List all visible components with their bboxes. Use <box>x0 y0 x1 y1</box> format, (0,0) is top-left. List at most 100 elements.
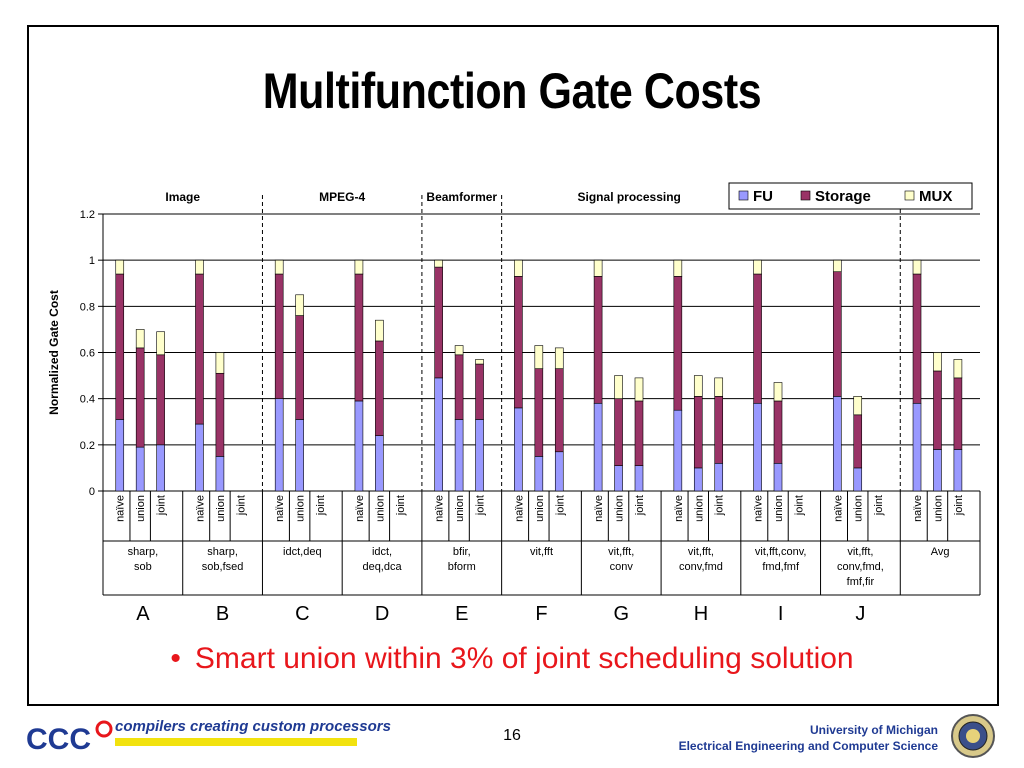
bar-category-label: naïve <box>673 495 685 522</box>
bullet-marker: • <box>170 642 181 675</box>
bar-category-label: union <box>215 495 227 522</box>
benchmark-label: vit,fft <box>530 546 553 558</box>
bar-segment-mux <box>514 259 523 277</box>
chart-plot-area: 0 0.2 0.4 0.6 0.8 1 1.2 Normalized Gate Cost naï… <box>47 182 981 625</box>
ccc-logo-swirl-icon <box>95 720 113 738</box>
bar-segment-storage <box>693 396 703 469</box>
bar-category-label: union <box>135 495 147 522</box>
bar-category-label: naïve <box>434 495 446 522</box>
bar-category-label: joint <box>315 495 327 516</box>
bar-segment-storage <box>375 340 384 436</box>
bar-segment-fu <box>115 419 125 492</box>
bar-segment-mux <box>953 359 963 379</box>
bar-segment-storage <box>454 354 464 420</box>
bar-segment-mux <box>135 329 145 349</box>
university-seal-icon <box>951 714 995 758</box>
bar-segment-fu <box>634 465 644 492</box>
bar-segment-storage <box>215 372 225 457</box>
legend-box <box>728 182 973 210</box>
bar-segment-fu <box>514 407 523 492</box>
bar-segment-mux <box>933 352 942 372</box>
bar-segment-mux <box>693 375 703 397</box>
benchmark-label: sharp, <box>207 546 238 558</box>
y-tick-label: 0.2 <box>80 440 95 452</box>
benchmark-label: Avg <box>931 546 950 558</box>
bar-segment-storage <box>614 398 623 466</box>
section-label: Signal processing <box>578 190 681 204</box>
bar-segment-mux <box>475 359 484 365</box>
bar-segment-storage <box>853 414 863 469</box>
group-letter-label: J <box>855 603 865 625</box>
bar-category-label: joint <box>793 495 805 516</box>
bar-segment-storage <box>554 368 564 453</box>
bar-category-label: joint <box>873 495 885 516</box>
group-letter-label: H <box>694 603 708 625</box>
bar-category-label: joint <box>714 495 726 516</box>
ccc-logo-text: CCC <box>26 723 91 756</box>
page-number: 16 <box>503 727 521 744</box>
bar-category-label: joint <box>156 495 168 516</box>
bar-segment-fu <box>953 449 963 492</box>
bar-segment-fu <box>434 377 443 492</box>
bar-segment-mux <box>354 259 364 275</box>
section-label: Beamformer <box>426 190 497 204</box>
bar-segment-fu <box>475 419 484 492</box>
benchmark-label: sharp, <box>128 546 159 558</box>
y-tick-label: 1.2 <box>80 209 95 221</box>
bar-segment-fu <box>274 398 284 492</box>
bar-segment-mux <box>753 259 762 275</box>
bar-segment-storage <box>295 315 304 420</box>
benchmark-label: fmd,fmf <box>762 561 800 573</box>
legend-label-mux: MUX <box>919 188 952 205</box>
y-tick-label: 0.6 <box>80 348 95 360</box>
bar-category-label: union <box>932 495 944 522</box>
bar-segment-fu <box>354 400 364 492</box>
bar-category-label: naïve <box>354 495 366 522</box>
benchmark-label: conv,fmd, <box>837 561 884 573</box>
bar-segment-fu <box>912 402 922 492</box>
bar-segment-mux <box>195 259 204 275</box>
benchmark-label: conv <box>610 561 634 573</box>
bar-segment-fu <box>853 467 863 492</box>
bar-segment-fu <box>714 462 724 492</box>
bar-segment-fu <box>156 444 165 492</box>
bar-segment-mux <box>773 382 783 402</box>
bar-category-label: union <box>693 495 705 522</box>
bar-segment-mux <box>434 259 443 268</box>
bar-segment-storage <box>534 368 544 457</box>
bar-segment-storage <box>832 271 842 397</box>
bar-segment-storage <box>135 347 145 448</box>
bar-segment-storage <box>673 276 683 411</box>
bullet-text: Smart union within 3% of joint schedulin… <box>194 642 854 675</box>
benchmark-label: deq,dca <box>362 561 402 573</box>
legend-swatch-fu <box>738 190 749 201</box>
bar-segment-storage <box>753 273 762 404</box>
bar-segment-mux <box>593 259 603 277</box>
bar-segment-fu <box>693 467 703 492</box>
bar-category-label: joint <box>634 495 646 516</box>
bar-category-label: joint <box>475 495 487 516</box>
bar-category-label: union <box>773 495 785 522</box>
group-letter-label: D <box>375 603 389 625</box>
university-name: University of Michigan <box>809 723 938 737</box>
legend-label-storage: Storage <box>815 188 871 205</box>
bar-segment-mux <box>274 259 284 275</box>
slide-frame <box>27 25 999 706</box>
legend-swatch-mux <box>904 190 915 201</box>
ccc-tagline: compilers creating custom processors <box>115 718 391 735</box>
y-tick-label: 0.4 <box>80 394 95 406</box>
ccc-logo: CCC <box>26 720 113 756</box>
bar-segment-mux <box>912 259 922 275</box>
bar-segment-fu <box>773 462 783 492</box>
benchmark-label: vit,fft, <box>688 546 714 558</box>
bar-category-label: naïve <box>194 495 206 522</box>
bar-segment-fu <box>135 446 145 492</box>
bar-category-label: naïve <box>593 495 605 522</box>
bar-segment-fu <box>933 449 942 492</box>
slide-title: Multifunction Gate Costs <box>262 63 762 119</box>
bar-segment-storage <box>354 273 364 402</box>
bar-segment-storage <box>933 370 942 450</box>
bar-category-label: naïve <box>912 495 924 522</box>
bar-category-label: naïve <box>115 495 127 522</box>
